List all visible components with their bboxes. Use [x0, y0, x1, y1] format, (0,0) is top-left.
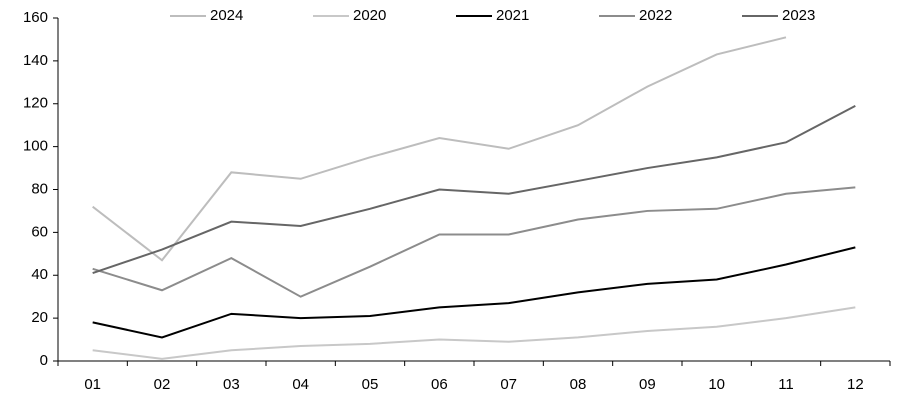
- legend-label: 2022: [639, 7, 672, 24]
- x-tick-label: 07: [500, 376, 517, 393]
- y-tick-label: 120: [23, 95, 48, 112]
- series-line: [92, 105, 856, 275]
- x-tick-label: 03: [223, 376, 240, 393]
- y-tick-label: 100: [23, 138, 48, 155]
- x-tick-label: 11: [778, 376, 794, 393]
- y-tick-label: 60: [31, 223, 48, 240]
- x-tick-label: 12: [847, 376, 864, 393]
- x-tick-label: 06: [431, 376, 448, 393]
- series-line: [92, 186, 856, 298]
- y-tick-label: 0: [40, 352, 48, 369]
- y-tick-label: 140: [23, 52, 48, 69]
- x-tick-label: 02: [154, 376, 171, 393]
- x-tick-label: 10: [708, 376, 725, 393]
- legend-label: 2023: [782, 7, 815, 24]
- legend-label: 2021: [496, 7, 529, 24]
- legend-label: 2024: [210, 7, 243, 24]
- x-tick-label: 01: [84, 376, 101, 393]
- x-tick-label: 08: [570, 376, 587, 393]
- y-tick-label: 20: [31, 309, 48, 326]
- series-line: [92, 246, 856, 339]
- y-tick-label: 80: [31, 180, 48, 197]
- x-tick-label: 05: [362, 376, 379, 393]
- y-tick-label: 40: [31, 266, 48, 283]
- series-line: [92, 306, 856, 360]
- series-line: [92, 36, 787, 262]
- y-tick-label: 160: [23, 9, 48, 26]
- legend-label: 2020: [353, 7, 386, 24]
- x-tick-label: 09: [639, 376, 656, 393]
- x-tick-label: 04: [292, 376, 309, 393]
